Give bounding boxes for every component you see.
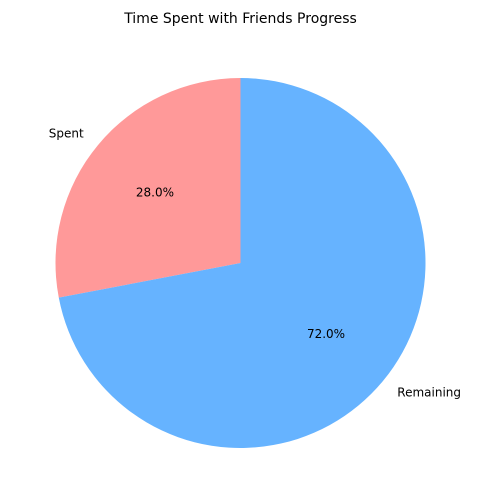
slice-label-remaining: Remaining [397,386,461,400]
pie-labels: Spent 28.0% Remaining 72.0% [49,126,461,399]
percent-label-spent: 28.0% [136,185,174,199]
pie-slice-spent [55,78,241,298]
slice-label-spent: Spent [49,126,84,140]
pie-slice-remaining [58,78,426,448]
percent-label-remaining: 72.0% [307,327,345,341]
chart-title: Time Spent with Friends Progress [123,11,357,27]
pie-slices [55,78,426,448]
